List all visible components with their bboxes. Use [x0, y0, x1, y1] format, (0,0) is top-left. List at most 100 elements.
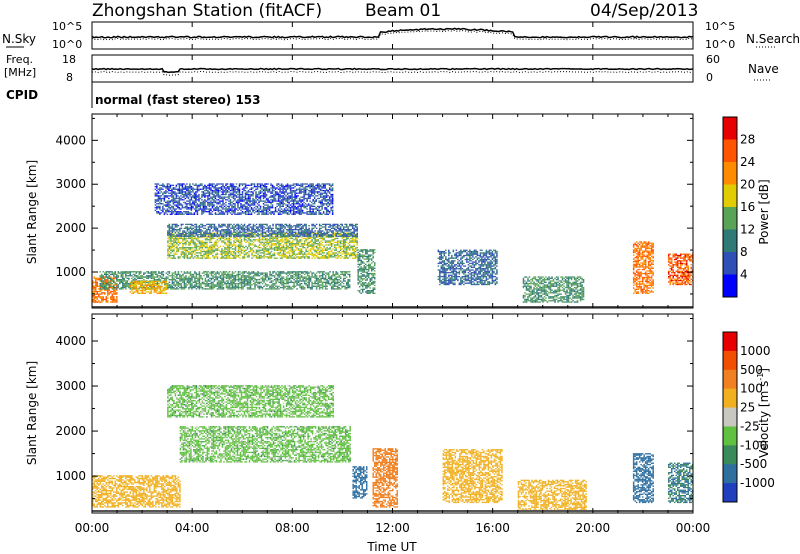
heatmap-cell [167, 285, 169, 287]
heatmap-cell [242, 235, 244, 237]
heatmap-cell [206, 236, 208, 238]
heatmap-cell [95, 297, 97, 299]
heatmap-cell [264, 276, 267, 278]
heatmap-cell [240, 281, 243, 283]
heatmap-cell [287, 279, 289, 281]
heatmap-cell [95, 296, 97, 298]
heatmap-cell [276, 280, 279, 282]
heatmap-cell [350, 225, 352, 227]
heatmap-cell [249, 281, 252, 283]
heatmap-cell [300, 244, 303, 246]
heatmap-cell [161, 286, 163, 288]
heatmap-cell [172, 203, 175, 205]
heatmap-cell [234, 275, 237, 277]
heatmap-cell [330, 240, 333, 242]
heatmap-cell [272, 272, 274, 274]
heatmap-cell [297, 276, 300, 278]
heatmap-cell [165, 284, 168, 287]
heatmap-cell [356, 227, 358, 229]
heatmap-cell [281, 281, 283, 283]
heatmap-cell [205, 208, 208, 210]
heatmap-cell [348, 279, 351, 281]
heatmap-cell [206, 282, 208, 285]
heatmap-cell [206, 275, 208, 277]
heatmap-cell [287, 275, 289, 277]
heatmap-cell [294, 236, 297, 238]
heatmap-cell [96, 282, 99, 285]
heatmap-cell [248, 232, 250, 235]
heatmap-cell [201, 208, 203, 210]
heatmap-cell [195, 191, 197, 193]
heatmap-cell [206, 239, 208, 241]
heatmap-cell [174, 273, 177, 276]
heatmap-cell [290, 232, 292, 235]
heatmap-cell [330, 235, 333, 237]
heatmap-cell [311, 254, 313, 257]
heatmap-cell [308, 272, 310, 274]
heatmap-cell [270, 277, 273, 280]
heatmap-cell [117, 276, 120, 278]
heatmap-cell [302, 285, 304, 287]
heatmap-cell [159, 195, 161, 197]
heatmap-cell [255, 231, 258, 233]
heatmap-cell [182, 240, 184, 242]
heatmap-cell [155, 272, 157, 274]
heatmap-cell [285, 252, 288, 254]
heatmap-cell [167, 286, 169, 289]
heatmap-cell [339, 232, 342, 234]
heatmap-cell [192, 240, 195, 242]
heatmap-cell [354, 225, 357, 227]
heatmap-cell [183, 201, 185, 204]
heatmap-cell [266, 280, 268, 282]
heatmap-cell [231, 257, 234, 259]
heatmap-cell [279, 223, 282, 226]
heatmap-cell [165, 185, 167, 188]
heatmap-cell [132, 288, 135, 291]
heatmap-cell [303, 240, 306, 242]
heatmap-cell [347, 284, 349, 286]
heatmap-cell [252, 239, 255, 241]
heatmap-cell [270, 232, 273, 235]
heatmap-cell [315, 256, 318, 258]
heatmap-cell [168, 284, 171, 286]
heatmap-cell [315, 250, 318, 253]
heatmap-cell [326, 252, 328, 254]
heatmap-cell [146, 275, 148, 277]
heatmap-cell [195, 249, 198, 251]
heatmap-cell [153, 285, 156, 287]
heatmap-cell [320, 271, 322, 273]
heatmap-cell [189, 227, 192, 229]
heatmap-cell [329, 248, 331, 250]
heatmap-cell [209, 246, 211, 249]
heatmap-cell [188, 228, 190, 231]
heatmap-cell [195, 252, 198, 254]
heatmap-cell [266, 253, 268, 255]
heatmap-cell [195, 204, 197, 206]
heatmap-cell [317, 279, 319, 281]
heatmap-cell [174, 192, 176, 194]
heatmap-cell [194, 241, 196, 244]
heatmap-cell [187, 191, 190, 193]
heatmap-cell [98, 296, 100, 298]
heatmap-cell [196, 185, 199, 188]
heatmap-cell [254, 244, 256, 246]
heatmap-cell [335, 235, 337, 237]
heatmap-cell [189, 237, 192, 240]
heatmap-cell [135, 287, 138, 289]
heatmap-cell [291, 226, 294, 228]
heatmap-cell [137, 292, 139, 294]
heatmap-cell [305, 232, 307, 235]
heatmap-cell [306, 271, 309, 273]
heatmap-cell [332, 271, 334, 273]
heatmap-cell [210, 250, 213, 253]
heatmap-cell [242, 285, 244, 287]
heatmap-cell [284, 272, 286, 274]
heatmap-cell [123, 280, 126, 282]
heatmap-cell [318, 235, 321, 237]
heatmap-cell [261, 286, 264, 289]
heatmap-cell [187, 200, 190, 202]
heatmap-cell [287, 280, 289, 282]
heatmap-cell [165, 277, 168, 280]
heatmap-cell [314, 254, 316, 257]
heatmap-cell [311, 284, 313, 286]
